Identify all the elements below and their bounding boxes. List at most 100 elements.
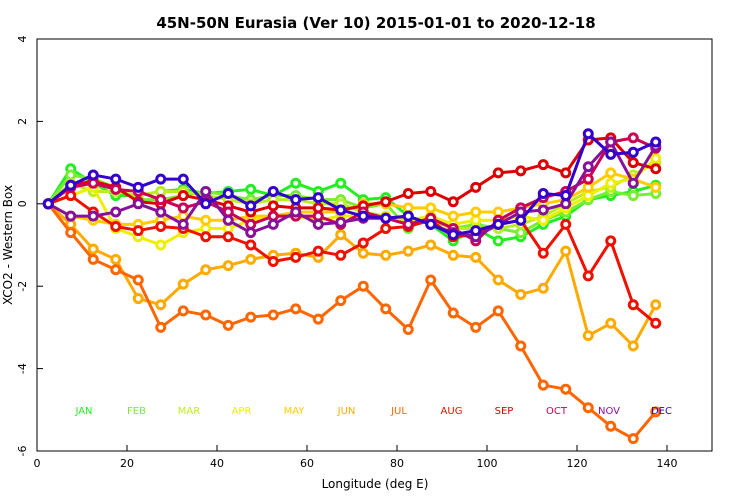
data-point-jul — [560, 383, 572, 395]
data-point-oct — [155, 194, 167, 206]
data-point-apr — [650, 152, 662, 164]
data-point-nov — [245, 227, 257, 239]
data-point-jun — [380, 249, 392, 261]
y-tick-label: -4 — [16, 363, 29, 374]
data-point-sep — [627, 157, 639, 169]
data-point-jun — [222, 260, 234, 272]
data-point-dec — [650, 136, 662, 148]
data-point-sep — [402, 188, 414, 199]
data-point-oct — [177, 202, 189, 214]
data-point-jun — [425, 239, 437, 251]
series-jul — [42, 198, 662, 445]
data-point-sep — [447, 196, 459, 208]
data-point-may — [605, 167, 617, 179]
series-line-apr — [47, 157, 657, 247]
data-point-jul — [470, 321, 482, 333]
data-point-aug — [267, 255, 279, 267]
data-point-may — [200, 214, 212, 226]
data-point-aug — [537, 247, 549, 259]
data-point-jul — [447, 307, 459, 319]
data-point-jul — [627, 433, 639, 445]
data-point-aug — [155, 220, 167, 232]
data-point-dec — [380, 212, 392, 224]
data-point-jun — [132, 293, 144, 305]
data-point-jun — [335, 229, 347, 241]
x-tick-label: 20 — [120, 457, 134, 470]
plot-area — [36, 38, 713, 452]
data-point-dec — [470, 225, 482, 237]
data-point-aug — [650, 317, 662, 329]
chart-title: 45N-50N Eurasia (Ver 10) 2015-01-01 to 2… — [156, 14, 595, 32]
data-point-dec — [177, 173, 189, 185]
x-tick-label: 40 — [210, 457, 224, 470]
data-point-sep — [267, 200, 279, 212]
data-point-nov — [110, 206, 122, 218]
data-point-dec — [42, 198, 54, 210]
data-point-jun — [155, 299, 167, 311]
legend-entry-dec: DEC — [651, 406, 672, 417]
data-point-jul — [335, 295, 347, 307]
data-point-dec — [87, 169, 99, 181]
y-tick-label: 2 — [16, 118, 29, 125]
data-point-jun — [605, 317, 617, 329]
data-point-aug — [110, 220, 122, 232]
legend-entry-aug: AUG — [441, 406, 463, 417]
data-point-jun — [470, 251, 482, 263]
data-point-jun — [110, 253, 122, 265]
x-tick-label: 100 — [477, 457, 498, 470]
data-point-dec — [65, 179, 77, 191]
data-point-jun — [515, 288, 527, 300]
data-point-aug — [627, 299, 639, 311]
data-point-jul — [132, 274, 144, 286]
data-point-nov — [605, 136, 617, 148]
series-line-nov — [47, 140, 658, 239]
data-point-nov — [537, 204, 549, 216]
data-point-jul — [65, 227, 77, 239]
data-point-nov — [312, 218, 324, 230]
data-point-jun — [447, 249, 459, 261]
data-point-may — [650, 181, 662, 193]
data-point-sep — [492, 167, 504, 179]
data-point-jun — [627, 340, 639, 352]
data-point-dec — [357, 210, 369, 222]
data-point-sep — [425, 185, 437, 197]
series-dec — [42, 128, 662, 241]
data-point-aug — [380, 223, 392, 235]
data-point-nov — [222, 214, 234, 226]
data-point-jul — [380, 303, 392, 315]
data-point-may — [447, 210, 459, 222]
data-point-apr — [155, 239, 167, 251]
data-point-dec — [627, 146, 639, 158]
data-point-sep — [650, 163, 662, 175]
x-tick-label: 120 — [567, 457, 588, 470]
data-point-jul — [177, 305, 189, 317]
data-point-jul — [200, 309, 212, 321]
legend-entry-jul: JUL — [390, 406, 407, 417]
data-point-may — [470, 206, 482, 218]
data-point-jul — [425, 274, 437, 286]
data-point-sep — [470, 181, 482, 193]
series-line-feb — [47, 173, 656, 235]
legend-entry-jun: JUN — [337, 406, 356, 417]
data-point-jun — [402, 245, 414, 257]
data-point-jun — [200, 264, 212, 276]
data-point-jun — [560, 245, 572, 257]
data-point-jul — [87, 253, 99, 265]
data-point-dec — [267, 185, 279, 197]
data-point-jun — [492, 274, 504, 286]
data-point-jul — [582, 402, 594, 414]
series-line-jul — [47, 202, 657, 441]
y-axis-label: XCO2 - Western Box — [1, 185, 15, 305]
data-point-dec — [425, 218, 437, 230]
data-point-jun — [650, 299, 662, 311]
data-point-jan — [245, 183, 257, 195]
data-point-dec — [582, 128, 594, 140]
data-point-dec — [222, 188, 234, 199]
data-point-oct — [110, 183, 122, 195]
data-point-aug — [132, 225, 144, 237]
data-point-jul — [402, 323, 414, 335]
data-point-nov — [582, 161, 594, 173]
data-point-dec — [290, 194, 302, 206]
data-point-aug — [335, 249, 347, 261]
